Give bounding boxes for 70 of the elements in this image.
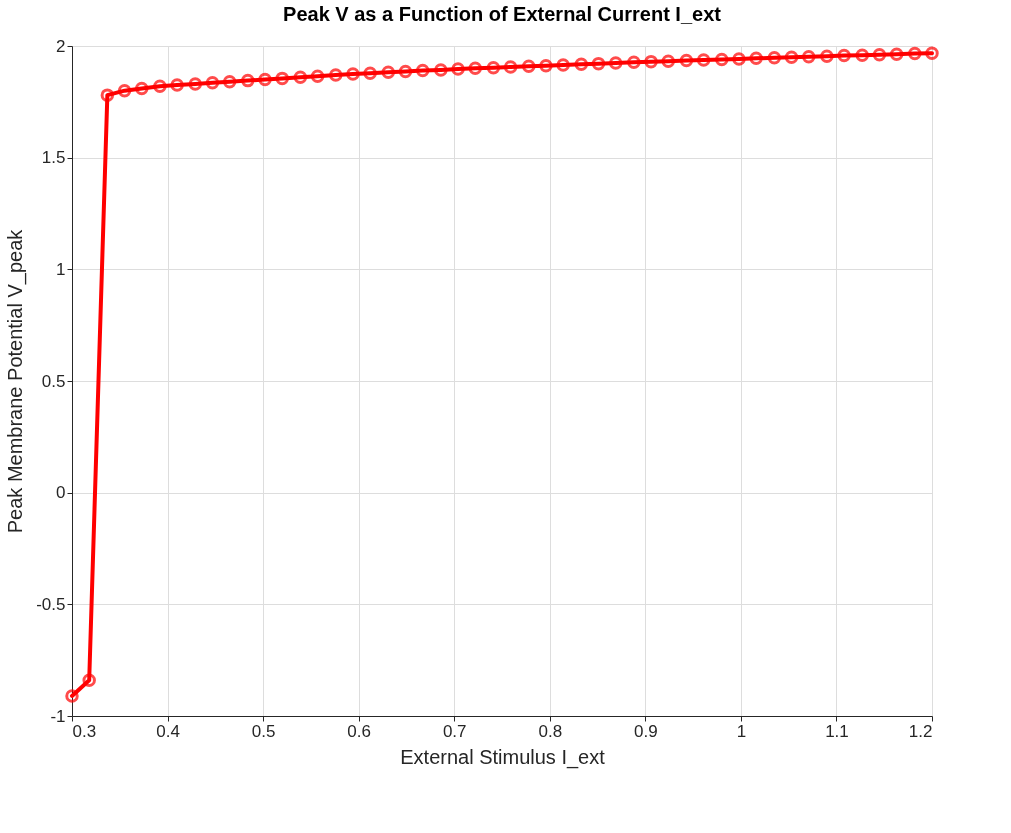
y-tick-label: 1 [56,259,66,279]
point [100,88,115,102]
point [608,56,623,70]
x-tick-label: 0.7 [442,721,467,741]
point [872,47,887,62]
point [732,52,746,66]
point [135,81,149,96]
point [451,62,465,76]
point [627,55,641,70]
y-tick-label: 1.5 [41,148,66,168]
x-tick-label: 1 [736,721,747,741]
point [679,53,694,68]
point [398,64,413,79]
point [925,46,939,60]
point [310,69,325,83]
x-tick-label: 0.8 [538,721,563,741]
point [749,51,763,66]
x-tick-label: 0.4 [156,721,180,741]
point [188,77,203,91]
point [328,68,343,82]
point [522,59,536,74]
point [222,75,237,89]
x-tick-label: 1.1 [825,721,849,741]
point [820,49,834,64]
point [556,58,570,72]
point [434,63,448,77]
point [486,60,501,75]
point [293,70,308,84]
x-tick-label: 0.6 [347,721,371,741]
x-axis-title: External Stimulus I_ext [400,745,606,769]
point [381,65,396,80]
y-tick-label: 0 [56,483,66,503]
point [855,48,869,62]
point [117,83,132,98]
y-axis-title: Peak Membrane Potential V_peak [4,228,28,534]
point [715,52,729,67]
point [275,71,289,86]
point [503,60,518,74]
point [644,54,658,69]
point [908,46,922,61]
x-tick-label: 1.2 [908,721,933,741]
point [258,72,272,87]
point [363,66,377,80]
point [591,56,606,71]
y-tick-label: 2 [56,36,66,56]
point [801,49,816,64]
point [696,53,711,67]
point [784,50,799,64]
point [767,51,782,65]
point [346,67,360,81]
point [574,57,589,72]
chart-title: Peak V as a Function of External Current I_ext [283,3,722,25]
y-tick-label: -1 [50,706,66,726]
point [241,73,255,88]
point [661,54,676,68]
point [170,78,184,92]
y-tick-label: 0.5 [41,371,66,391]
point [415,63,430,78]
point [153,79,167,93]
point [539,58,553,73]
point [82,673,96,687]
y-tick-label: -0.5 [36,594,66,614]
point [837,48,851,63]
x-tick-label: 0.3 [72,721,97,741]
point [889,47,904,61]
point [468,61,482,76]
point [65,689,79,703]
x-tick-label: 0.9 [634,721,658,741]
x-tick-label: 0.5 [251,721,276,741]
point [205,76,220,90]
